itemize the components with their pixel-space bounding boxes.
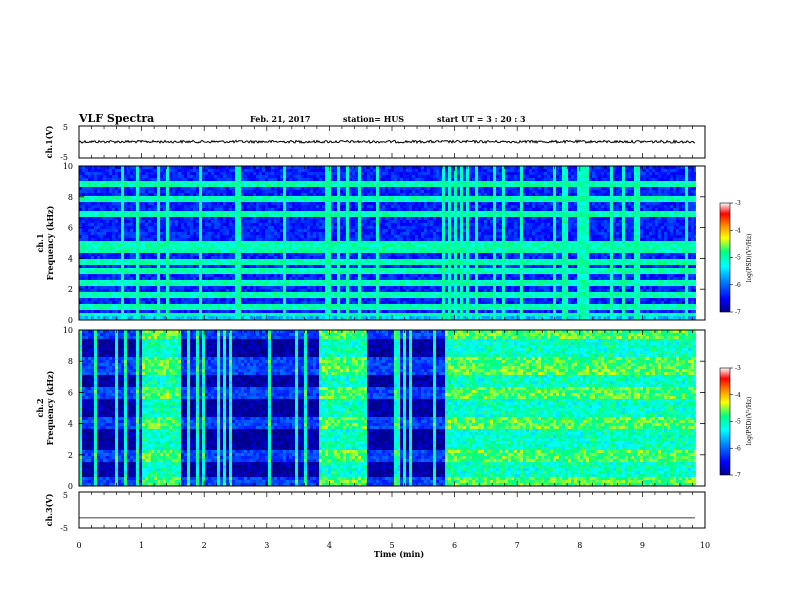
time-axis-labels: 0 1 2 3 4 5 6 7 8 9 10 (76, 541, 710, 550)
ch3-waveform-panel: 5 -5 ch.3(V) (44, 491, 706, 533)
time-tick-label: 9 (640, 541, 645, 550)
date-label: Feb. 21, 2017 (250, 114, 310, 124)
freq-tick-label: 4 (68, 254, 73, 263)
colorbar-tick-label: -6 (735, 282, 741, 289)
ch1-waveform-trace (78, 139, 695, 145)
colorbar-tick-label: -6 (735, 445, 741, 452)
station-label: station= HUS (343, 114, 404, 124)
colorbar-tick-label: -5 (735, 255, 741, 262)
start-time-label: start UT = 3 : 20 : 3 (437, 114, 526, 124)
freq-tick-label: 10 (63, 326, 73, 335)
colorbar-tick-label: -3 (735, 365, 741, 372)
freq-tick-label: 6 (68, 388, 73, 397)
figure-title: VLF Spectra (78, 112, 154, 125)
time-tick-label: 1 (139, 541, 144, 550)
ch3-ytick-bottom: -5 (60, 524, 68, 533)
colorbar-tick-label: -7 (735, 309, 741, 316)
ch1-ytick-bottom: -5 (60, 153, 68, 162)
ch2-colorbar-label: log(PSD)(V²/Hz) (746, 397, 753, 446)
ch3-ylabel: ch.3(V) (44, 493, 54, 526)
freq-tick-label: 8 (68, 193, 73, 202)
freq-tick-label: 8 (68, 357, 73, 366)
freq-tick-label: 0 (68, 316, 73, 325)
colorbar-tick-label: -3 (735, 200, 741, 207)
waveform-line (78, 139, 695, 145)
colorbar-tick-label: -4 (735, 392, 741, 399)
ch2-colorbar-ticks: -3 -4 -5 -6 -7 (730, 365, 741, 479)
ch1-colorbar (719, 202, 731, 313)
ch1-spectrogram-image (79, 166, 705, 321)
ch1-ylabel: ch.1(V) (44, 125, 54, 158)
ch2-spec-ylabel-top: ch.2 (35, 398, 45, 417)
time-tick-label: 3 (264, 541, 269, 550)
time-tick-label: 4 (327, 541, 332, 550)
time-tick-label: 10 (700, 541, 710, 550)
ch1-spec-yticks: 0 2 4 6 8 10 (63, 162, 705, 325)
ch1-colorbar-ticks: -3 -4 -5 -6 -7 (730, 200, 741, 316)
ch1-colorbar-label: log(PSD)(V²/Hz) (746, 234, 753, 283)
colorbar-tick-label: -7 (735, 472, 741, 479)
freq-tick-label: 0 (68, 482, 73, 491)
ch2-colorbar (719, 367, 731, 476)
ch1-spec-ylabel-top: ch.1 (35, 233, 45, 252)
freq-tick-label: 6 (68, 224, 73, 233)
ch1-waveform-panel: 5 -5 ch.1(V) (44, 123, 706, 162)
time-tick-label: 7 (515, 541, 520, 550)
time-tick-label: 5 (389, 541, 394, 550)
colorbar-tick-label: -4 (735, 227, 741, 234)
freq-tick-label: 4 (68, 420, 73, 429)
ch1-ytick-top: 5 (63, 123, 68, 132)
ch2-spectrogram-image (79, 330, 705, 487)
freq-tick-label: 2 (68, 451, 73, 460)
ch2-spec-yticks: 0 2 4 6 8 10 (63, 326, 705, 491)
ch2-spec-ylabel: Frequency (kHz) (45, 370, 55, 445)
time-axis-ticks (78, 126, 706, 528)
time-axis-label: Time (min) (374, 549, 424, 559)
colorbar-tick-label: -5 (735, 419, 741, 426)
time-tick-label: 2 (202, 541, 207, 550)
time-tick-label: 8 (577, 541, 582, 550)
time-tick-label: 0 (76, 541, 81, 550)
ch3-ytick-top: 5 (63, 491, 68, 500)
freq-tick-label: 2 (68, 285, 73, 294)
time-tick-label: 6 (452, 541, 457, 550)
freq-tick-label: 10 (63, 162, 73, 171)
ch1-spec-ylabel: Frequency (kHz) (45, 205, 55, 280)
